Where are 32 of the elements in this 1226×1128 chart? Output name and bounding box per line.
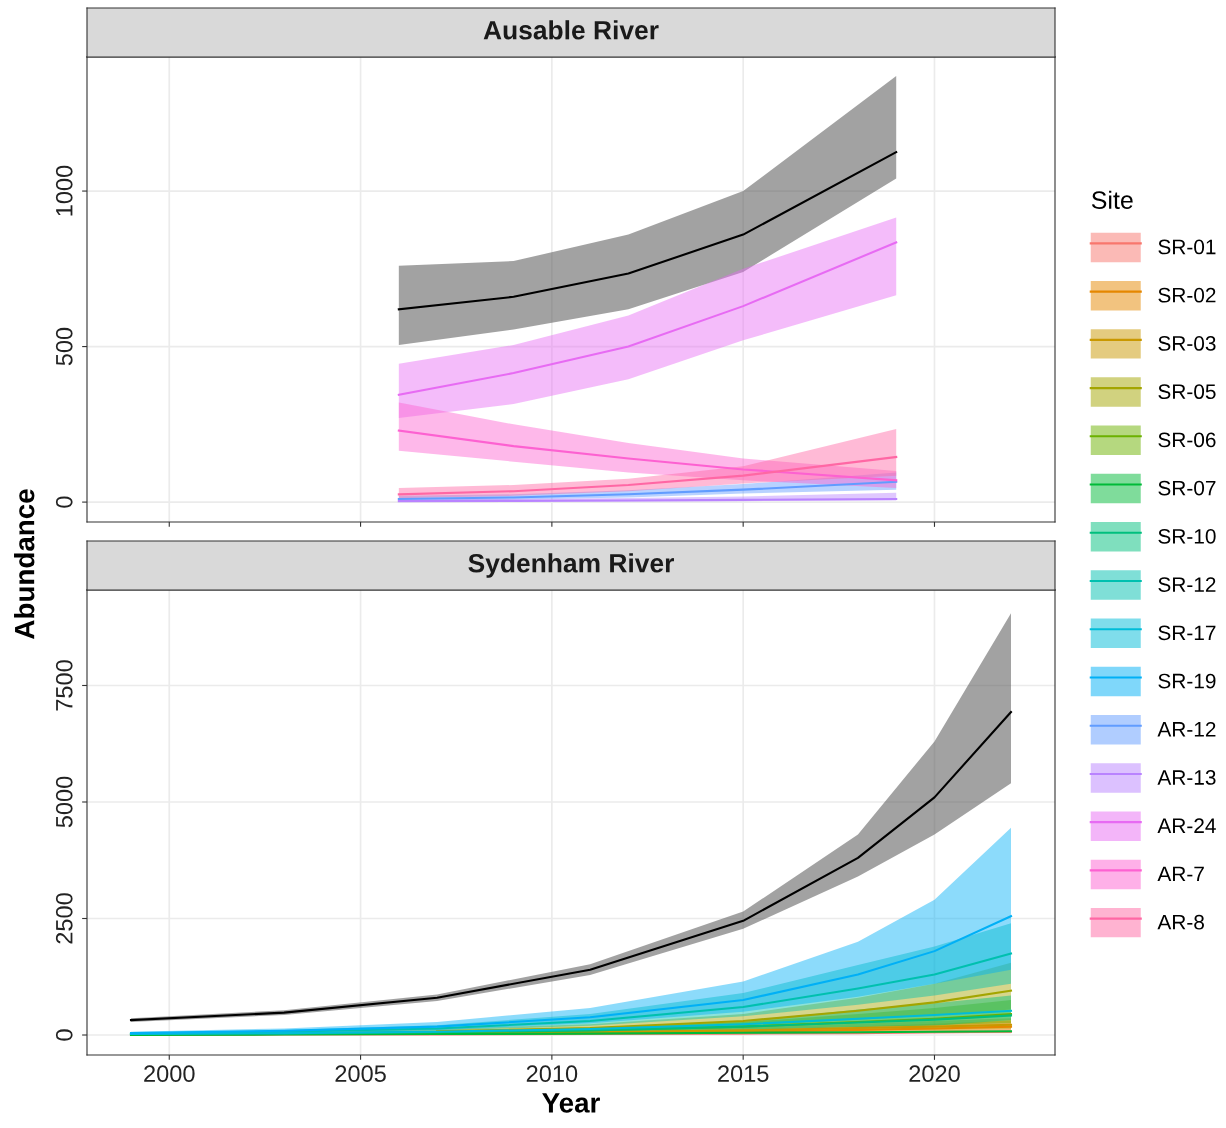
legend-label: AR-12 [1157,721,1216,737]
chart-title: Sydenham River [468,553,674,578]
legend-label: SR-19 [1158,673,1216,689]
x-tick-label: 2020 [909,1065,960,1083]
legend-label: SR-02 [1158,287,1216,303]
x-tick-label: 2005 [335,1065,386,1083]
y-tick-label: 500 [55,327,73,366]
x-tick-label: 2000 [144,1065,195,1083]
x-tick-label: 2015 [718,1065,769,1083]
legend-label: SR-07 [1158,480,1216,496]
y-tick-label: 5000 [55,776,73,828]
y-tick-label: 2500 [55,893,73,944]
y-tick-label: 0 [55,1029,73,1041]
legend-label: AR-7 [1157,866,1204,882]
legend-label: AR-24 [1157,818,1216,833]
legend-label: SR-06 [1158,432,1216,448]
legend-label: AR-13 [1157,770,1216,785]
legend-label: AR-8 [1157,914,1204,930]
y-axis-title: Abundance [14,489,35,639]
x-tick-label: 2010 [526,1065,578,1083]
y-tick-label: 1000 [55,165,73,216]
x-axis-title: Year [542,1093,600,1113]
legend-label: SR-10 [1158,528,1216,544]
legend-label: SR-01 [1158,239,1216,255]
legend-label: SR-12 [1158,577,1216,592]
legend-title: Site [1091,190,1133,209]
chart-title: Ausable River [483,20,659,40]
legend-label: SR-03 [1158,336,1216,351]
y-tick-label: 7500 [55,660,73,711]
legend-label: SR-17 [1158,625,1216,641]
legend-label: SR-05 [1158,384,1216,400]
y-tick-label: 0 [55,496,73,508]
